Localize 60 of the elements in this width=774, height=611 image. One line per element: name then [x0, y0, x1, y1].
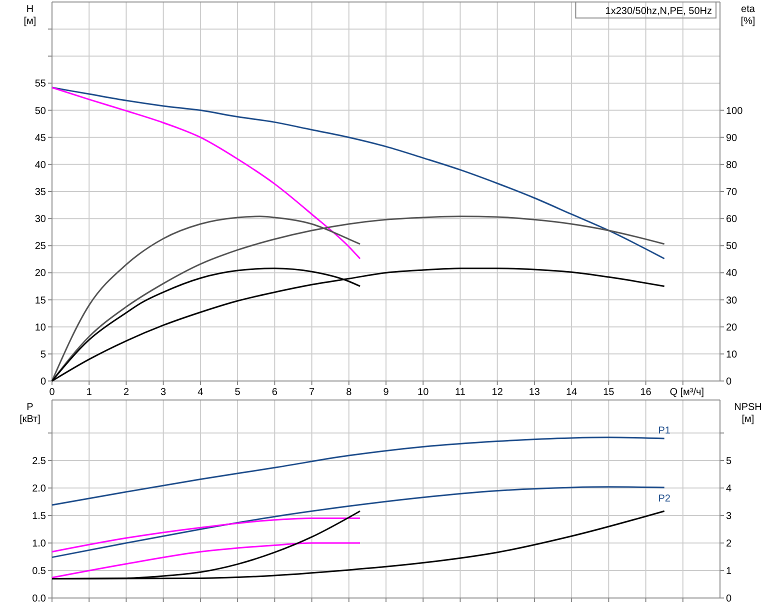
- y2-tick-label: 0: [726, 376, 732, 388]
- series-label: P1: [658, 426, 671, 436]
- y2-tick-label: 90: [726, 132, 738, 144]
- y2-tick-label: 50: [726, 241, 738, 252]
- chart-title: 1x230/50hz,N,PE, 50Hz: [605, 6, 712, 17]
- y2-tick-label: 1: [726, 566, 732, 577]
- x-tick-label: 15: [603, 387, 615, 398]
- y2-tick-label: 80: [726, 160, 738, 171]
- x-tick-label: 3: [160, 387, 167, 398]
- x-tick-label: 10: [418, 387, 430, 398]
- y-tick-label: 2.5: [32, 456, 46, 467]
- y2-tick-label: 60: [726, 214, 738, 226]
- x-tick-label: 7: [308, 387, 315, 398]
- y2-tick-label: 4: [726, 484, 732, 494]
- x-tick-label: 5: [234, 387, 241, 398]
- y2-axis-title: eta [%]: [740, 4, 756, 27]
- y-tick-label: 20: [34, 268, 46, 280]
- series-label: P2: [658, 493, 671, 504]
- y-tick-label: 15: [34, 295, 46, 306]
- y-tick-label: 0.0: [32, 594, 46, 604]
- y2-tick-label: 40: [726, 268, 738, 280]
- y-tick-label: 1.5: [32, 511, 46, 522]
- y-axis-title: P [кВт]: [20, 402, 41, 425]
- y-tick-label: 45: [34, 132, 46, 144]
- y2-tick-label: 5: [726, 456, 732, 467]
- x-tick-label: 6: [272, 387, 278, 398]
- y-tick-label: 0: [40, 376, 46, 388]
- y2-tick-label: 0: [726, 594, 732, 604]
- x-tick-label: 16: [640, 387, 652, 398]
- y2-tick-label: 2: [726, 538, 732, 550]
- x-tick-label: 9: [383, 387, 390, 398]
- y2-tick-label: 10: [726, 349, 738, 360]
- y2-tick-label: 100: [726, 106, 744, 117]
- x-tick-label: 2: [123, 387, 130, 398]
- y-tick-label: 5: [40, 349, 46, 360]
- y-tick-label: 25: [34, 241, 46, 252]
- y-tick-label: 35: [34, 187, 46, 198]
- y-tick-label: 50: [34, 106, 46, 117]
- x-tick-label: 8: [346, 387, 352, 398]
- x-tick-label: 13: [528, 387, 540, 398]
- y2-tick-label: 20: [726, 322, 738, 334]
- y2-tick-label: 30: [726, 295, 738, 306]
- x-tick-label: 12: [492, 387, 504, 398]
- y-tick-label: 1.0: [32, 538, 46, 550]
- y-tick-label: 2.0: [32, 484, 46, 494]
- y2-axis-title: NPSH [м]: [734, 402, 762, 425]
- y-tick-label: 55: [34, 78, 46, 90]
- y-tick-label: 0.5: [32, 566, 46, 577]
- y2-tick-label: 3: [726, 511, 732, 522]
- x-tick-label: 11: [455, 387, 466, 398]
- x-tick-label: 14: [566, 387, 578, 398]
- y-axis-title: H [м]: [24, 4, 36, 27]
- y2-tick-label: 70: [726, 187, 738, 198]
- x-tick-label: 1: [86, 387, 92, 398]
- x-tick-label: 4: [198, 387, 204, 398]
- y-tick-label: 30: [34, 214, 46, 226]
- y-tick-label: 10: [34, 322, 46, 334]
- x-axis-title: Q [м³/ч]: [670, 387, 704, 398]
- x-tick-label: 0: [49, 387, 56, 398]
- y-tick-label: 40: [34, 160, 46, 171]
